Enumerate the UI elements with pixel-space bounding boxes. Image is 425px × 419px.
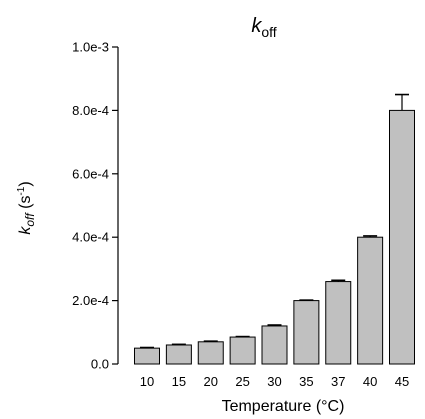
y-axis-title-unit-sup: -1 — [16, 186, 27, 195]
x-tick-label: 45 — [395, 374, 409, 389]
y-axis-title: koff (s-1) — [16, 181, 37, 234]
x-tick-label: 35 — [299, 374, 313, 389]
y-axis-title-unit-post: ) — [17, 181, 34, 186]
bar — [197, 341, 224, 365]
chart-title: koff — [251, 15, 276, 40]
y-axis-title-sub: off — [23, 212, 37, 227]
bar — [165, 344, 192, 365]
bar — [325, 281, 352, 365]
x-tick-label: 37 — [331, 374, 345, 389]
y-axis-title-main: k — [17, 226, 34, 235]
chart-title-sub: off — [261, 24, 276, 40]
y-tick-label: 2.0e-4 — [72, 293, 109, 308]
x-tick-label: 25 — [235, 374, 249, 389]
y-tick-label: 4.0e-4 — [72, 230, 109, 245]
x-tick-label: 15 — [172, 374, 186, 389]
bar — [229, 336, 256, 365]
y-axis-title-unit-pre: (s — [17, 196, 34, 214]
y-tick-label: 0.0 — [91, 357, 109, 372]
x-tick-label: 40 — [363, 374, 377, 389]
x-axis-title: Temperature (°C) — [222, 398, 345, 415]
chart-title-main: k — [251, 15, 262, 37]
x-tick-label: 30 — [267, 374, 281, 389]
x-tick-label: 20 — [204, 374, 218, 389]
bar — [389, 109, 415, 365]
x-tick-label: 10 — [140, 374, 154, 389]
bar — [357, 236, 384, 365]
y-tick-label: 8.0e-4 — [72, 103, 109, 118]
plot-area: 0.0 2.0e-4 4.0e-4 6.0e-4 8.0e-4 1.0e-3 10 15 20 2… — [72, 40, 415, 389]
bar — [261, 325, 288, 365]
bar — [293, 300, 320, 365]
y-tick-label: 6.0e-4 — [72, 166, 109, 181]
y-tick-label: 1.0e-3 — [72, 40, 109, 55]
bar — [134, 347, 160, 365]
